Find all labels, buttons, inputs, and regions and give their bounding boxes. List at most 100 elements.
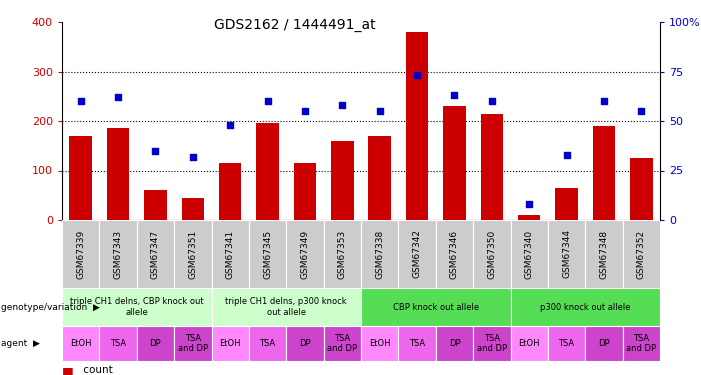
Bar — [443, 106, 465, 220]
Text: CBP knock out allele: CBP knock out allele — [393, 303, 479, 312]
Bar — [286, 326, 324, 361]
Bar — [510, 288, 660, 326]
Bar — [555, 188, 578, 220]
Point — [449, 92, 460, 98]
Text: TSA: TSA — [559, 339, 575, 348]
Bar — [324, 326, 361, 361]
Text: EtOH: EtOH — [219, 339, 241, 348]
Text: GSM67349: GSM67349 — [301, 230, 309, 279]
Text: triple CH1 delns, p300 knock
out allele: triple CH1 delns, p300 knock out allele — [226, 297, 347, 317]
Text: GSM67351: GSM67351 — [189, 230, 197, 279]
Bar — [324, 220, 361, 288]
Text: DP: DP — [299, 339, 311, 348]
Bar — [473, 326, 510, 361]
Text: DP: DP — [149, 339, 161, 348]
Text: TSA
and DP: TSA and DP — [477, 334, 507, 353]
Bar — [62, 288, 212, 326]
Bar — [212, 326, 249, 361]
Bar — [174, 326, 212, 361]
Bar — [212, 288, 361, 326]
Text: TSA: TSA — [259, 339, 275, 348]
Bar — [398, 326, 436, 361]
Point — [299, 108, 311, 114]
Text: EtOH: EtOH — [369, 339, 390, 348]
Bar — [100, 220, 137, 288]
Text: EtOH: EtOH — [70, 339, 91, 348]
Point — [411, 72, 423, 78]
Bar — [518, 215, 540, 220]
Bar — [212, 220, 249, 288]
Point — [486, 98, 498, 104]
Point — [75, 98, 86, 104]
Bar — [548, 326, 585, 361]
Bar — [436, 220, 473, 288]
Bar — [481, 114, 503, 220]
Bar — [510, 220, 548, 288]
Point — [262, 98, 273, 104]
Bar — [361, 220, 398, 288]
Bar — [369, 136, 391, 220]
Point — [636, 108, 647, 114]
Text: GSM67346: GSM67346 — [450, 230, 459, 279]
Text: GSM67339: GSM67339 — [76, 230, 86, 279]
Bar — [406, 32, 428, 220]
Point — [599, 98, 610, 104]
Text: triple CH1 delns, CBP knock out
allele: triple CH1 delns, CBP knock out allele — [70, 297, 203, 317]
Text: GSM67345: GSM67345 — [263, 230, 272, 279]
Bar — [137, 220, 174, 288]
Text: genotype/variation  ▶: genotype/variation ▶ — [1, 303, 100, 312]
Bar — [331, 141, 353, 220]
Text: GSM67344: GSM67344 — [562, 230, 571, 279]
Text: GSM67348: GSM67348 — [599, 230, 608, 279]
Text: TSA
and DP: TSA and DP — [327, 334, 358, 353]
Text: ■: ■ — [62, 365, 74, 375]
Bar — [398, 220, 436, 288]
Point — [524, 201, 535, 207]
Text: GDS2162 / 1444491_at: GDS2162 / 1444491_at — [214, 18, 375, 32]
Bar — [174, 220, 212, 288]
Bar — [436, 326, 473, 361]
Text: EtOH: EtOH — [519, 339, 540, 348]
Text: GSM67352: GSM67352 — [637, 230, 646, 279]
Bar — [257, 123, 279, 220]
Text: p300 knock out allele: p300 knock out allele — [540, 303, 630, 312]
Bar — [62, 326, 100, 361]
Point — [150, 148, 161, 154]
Bar — [219, 163, 241, 220]
Bar — [473, 220, 510, 288]
Point — [374, 108, 386, 114]
Text: GSM67350: GSM67350 — [487, 230, 496, 279]
Bar — [630, 158, 653, 220]
Text: TSA: TSA — [110, 339, 126, 348]
Bar — [144, 190, 167, 220]
Bar — [361, 326, 398, 361]
Bar — [548, 220, 585, 288]
Bar — [622, 220, 660, 288]
Text: GSM67343: GSM67343 — [114, 230, 123, 279]
Bar — [62, 220, 100, 288]
Text: agent  ▶: agent ▶ — [1, 339, 40, 348]
Bar — [182, 198, 204, 220]
Point — [224, 122, 236, 128]
Text: DP: DP — [449, 339, 461, 348]
Bar — [510, 326, 548, 361]
Text: TSA
and DP: TSA and DP — [178, 334, 208, 353]
Text: TSA: TSA — [409, 339, 425, 348]
Bar — [361, 288, 510, 326]
Bar — [137, 326, 174, 361]
Bar — [69, 136, 92, 220]
Point — [561, 152, 572, 157]
Text: GSM67340: GSM67340 — [524, 230, 533, 279]
Point — [112, 94, 123, 100]
Text: GSM67341: GSM67341 — [226, 230, 235, 279]
Bar — [593, 126, 615, 220]
Text: count: count — [79, 365, 112, 375]
Bar — [622, 326, 660, 361]
Bar — [585, 220, 622, 288]
Text: GSM67347: GSM67347 — [151, 230, 160, 279]
Point — [336, 102, 348, 108]
Bar — [100, 326, 137, 361]
Text: DP: DP — [598, 339, 610, 348]
Text: TSA
and DP: TSA and DP — [626, 334, 656, 353]
Text: GSM67342: GSM67342 — [413, 230, 421, 279]
